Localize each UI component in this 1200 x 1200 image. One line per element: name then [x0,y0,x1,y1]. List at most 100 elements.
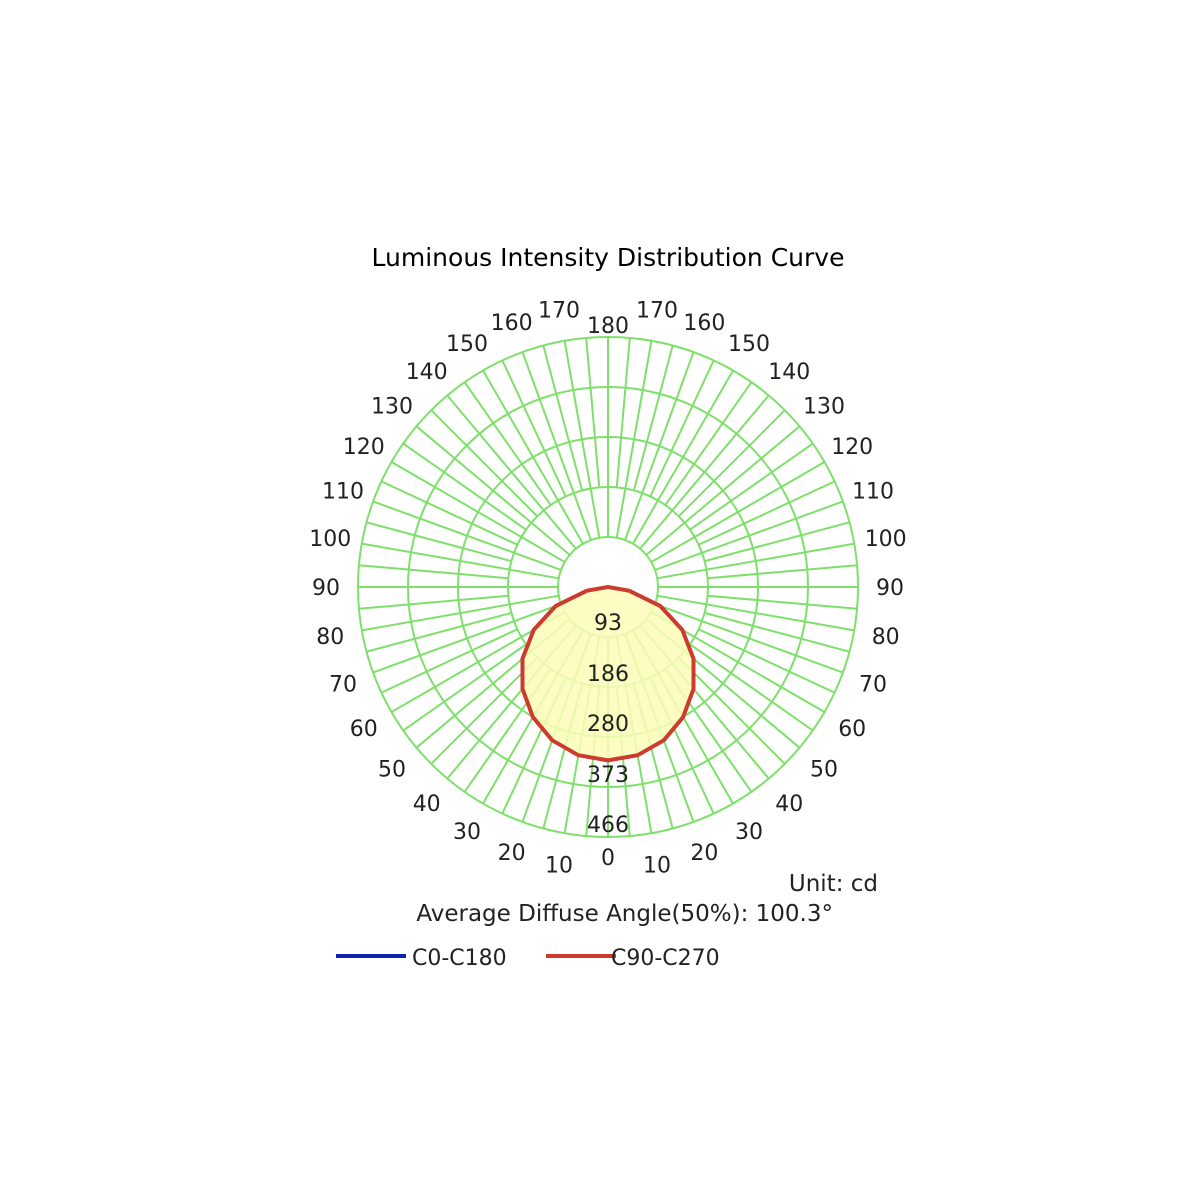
grid-spoke-minor [358,564,509,580]
curve-fill-area [522,587,694,761]
grid-spoke-minor [698,480,835,546]
grid-spoke-minor [704,521,850,563]
grid-spoke [390,461,566,563]
radial-tick-label: 280 [587,712,629,737]
radial-tick-label: 93 [594,611,622,636]
angle-tick-label: 20 [690,841,718,866]
angle-tick-label: 110 [322,480,364,505]
angle-tick-label: 60 [838,717,866,742]
angle-tick-label: 100 [865,527,907,552]
grid-spoke-minor [463,381,552,506]
grid-spoke-minor [707,594,858,610]
grid-spoke [624,351,695,541]
grid-spoke-minor [704,611,850,653]
grid-spoke-minor [632,345,674,491]
angle-tick-label: 150 [728,332,770,357]
grid-spoke-minor [402,643,527,732]
angle-tick-label: 40 [413,792,441,817]
grid-spoke [639,394,770,550]
grid-spoke-minor [698,628,835,694]
radial-tick-label: 186 [587,662,629,687]
grid-spoke-minor [358,594,509,610]
angle-tick-labels: 0 101020203030404050506060707080809090100… [309,298,906,878]
grid-spoke-minor [689,442,814,531]
legend-label: C0-C180 [412,946,507,971]
angle-tick-label: 80 [872,625,900,650]
grid-spoke [372,500,562,571]
angle-tick-label: 50 [378,757,406,782]
radial-tick-label: 373 [587,763,629,788]
angle-tick-label: 160 [683,311,725,336]
angle-tick-label: 50 [810,757,838,782]
grid-spoke [654,500,844,571]
grid-spoke-minor [366,611,512,653]
legend: C0-C180 C90-C270 [336,946,720,971]
grid-spoke-minor [542,345,584,491]
unit-label: Unit: cd [789,871,878,897]
angle-tick-label: 0 [601,846,615,871]
grid-spoke-minor [366,521,512,563]
angle-tick-label: 130 [371,395,413,420]
angle-tick-label: 70 [329,672,357,697]
angle-tick-label: 80 [316,625,344,650]
angle-tick-label: 120 [831,435,873,460]
grid-spoke [446,394,577,550]
angle-tick-label: 20 [498,841,526,866]
grid-spoke [415,425,571,556]
angle-tick-label: 10 [545,854,573,879]
grid-spoke-minor [664,381,753,506]
grid-spoke [654,603,844,674]
angle-tick-label: 70 [859,672,887,697]
grid-spoke-minor [381,480,518,546]
angle-tick-label: 90 [312,576,340,601]
curve-fill [522,587,694,761]
angle-tick-label: 10 [643,854,671,879]
angle-tick-label: 90 [876,576,904,601]
grid-spoke [615,340,653,538]
angle-tick-label: 120 [343,435,385,460]
grid-spoke-minor [402,442,527,531]
angle-tick-label: 100 [309,527,351,552]
grid-spoke-minor [649,360,715,497]
angle-tick-label: 160 [491,311,533,336]
angle-tick-label: 30 [453,820,481,845]
angle-tick-label: 150 [446,332,488,357]
grid-spoke [521,351,592,541]
grid-spoke-minor [430,409,538,517]
grid-spoke [650,461,826,563]
chart-title: Luminous Intensity Distribution Curve [372,243,845,272]
grid-spoke-minor [615,337,631,488]
grid-spoke [632,369,734,545]
angle-tick-label: 60 [350,717,378,742]
grid-spoke [645,425,801,556]
grid-spoke-minor [585,337,601,488]
radial-tick-labels: 93 186 280 373 466 [587,611,629,838]
angle-tick-label: 30 [735,820,763,845]
angle-tick-label: 140 [406,360,448,385]
angle-tick-label: 110 [852,480,894,505]
angle-tick-label: 40 [775,792,803,817]
angle-tick-label: 180 [587,314,629,339]
angle-tick-label: 170 [538,298,580,323]
grid-spoke-minor [707,564,858,580]
grid-spoke-minor [678,409,786,517]
series-line-C90-C270 [520,585,696,763]
angle-tick-label: 170 [636,298,678,323]
radial-tick-label: 466 [587,813,629,838]
grid-spoke-minor [689,643,814,732]
grid-spoke [657,594,855,632]
grid-spoke [372,603,562,674]
average-angle-label: Average Diffuse Angle(50%): 100.3° [416,901,833,927]
grid-spoke-minor [678,657,786,765]
angle-tick-label: 130 [803,395,845,420]
grid-spoke [482,369,584,545]
grid-spoke [361,594,559,632]
grid-spoke-minor [501,360,567,497]
angle-tick-label: 140 [768,360,810,385]
grid-spoke-minor [381,628,518,694]
legend-label: C90-C270 [611,946,720,971]
grid-spoke [563,340,601,538]
grid-spoke-minor [430,657,538,765]
grid-spoke [361,542,559,580]
